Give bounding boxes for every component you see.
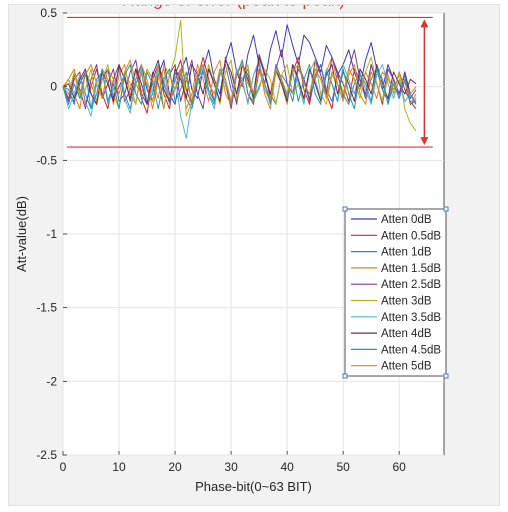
- legend-label: Atten 1.5dB: [381, 263, 441, 275]
- x-tick-label: 10: [112, 460, 126, 474]
- legend-label: Atten 3dB: [381, 296, 432, 308]
- legend-label: Atten 2.5dB: [381, 279, 441, 291]
- tick-labels: 0 10 20 30 40 50 60 -2.5 -2 -1.5 -1 -0.5 0 0.5: [36, 6, 406, 474]
- x-tick-label: 20: [168, 460, 182, 474]
- y-axis-label: Att-value(dB): [14, 196, 29, 272]
- x-tick-label: 0: [60, 460, 67, 474]
- x-tick-label: 40: [280, 460, 294, 474]
- series-line: [62, 59, 417, 102]
- series-line: [62, 49, 417, 110]
- y-tick-label: 0: [50, 80, 57, 94]
- series-group: [62, 19, 417, 139]
- error-range-label: Range of error (peak to peak): [122, 5, 345, 9]
- series-line: [62, 59, 417, 110]
- figure-frame: Range of error (peak to peak) 0 10 20 30 40 5…: [8, 4, 500, 506]
- series-line: [62, 56, 417, 110]
- x-axis-label: Phase-bit(0~63 BIT): [195, 479, 312, 494]
- legend-label: Atten 3.5dB: [381, 312, 441, 324]
- legend-label: Atten 5dB: [381, 361, 432, 373]
- legend-handle: [342, 373, 348, 379]
- legend-label: Atten 4dB: [381, 328, 432, 340]
- x-tick-label: 30: [224, 460, 238, 474]
- legend: Atten 0dB Atten 0.5dB Atten 1dB Atten 1.5dB…: [342, 206, 449, 379]
- error-range-annotation: Range of error (peak to peak): [67, 5, 433, 148]
- chart-canvas: Range of error (peak to peak) 0 10 20 30 40 5…: [14, 5, 449, 494]
- legend-label: Atten 0.5dB: [381, 230, 441, 242]
- legend-label: Atten 1dB: [381, 247, 432, 259]
- legend-label: Atten 4.5dB: [381, 344, 441, 356]
- y-tick-label: -1: [46, 227, 57, 241]
- y-tick-label: 0.5: [40, 6, 57, 20]
- y-tick-label: -2: [46, 374, 57, 388]
- y-tick-label: -2.5: [36, 448, 57, 462]
- legend-handle: [443, 206, 449, 212]
- legend-handle: [342, 206, 348, 212]
- x-tick-label: 50: [336, 460, 350, 474]
- x-tick-label: 60: [392, 460, 406, 474]
- error-arrow-head-down: [420, 137, 429, 146]
- error-arrow-head-up: [420, 19, 429, 28]
- y-tick-label: -1.5: [36, 301, 57, 315]
- legend-label: Atten 0dB: [381, 214, 432, 226]
- legend-handle: [443, 373, 449, 379]
- y-tick-label: -0.5: [36, 153, 57, 167]
- legend-box: [344, 208, 447, 377]
- grid: [62, 12, 444, 456]
